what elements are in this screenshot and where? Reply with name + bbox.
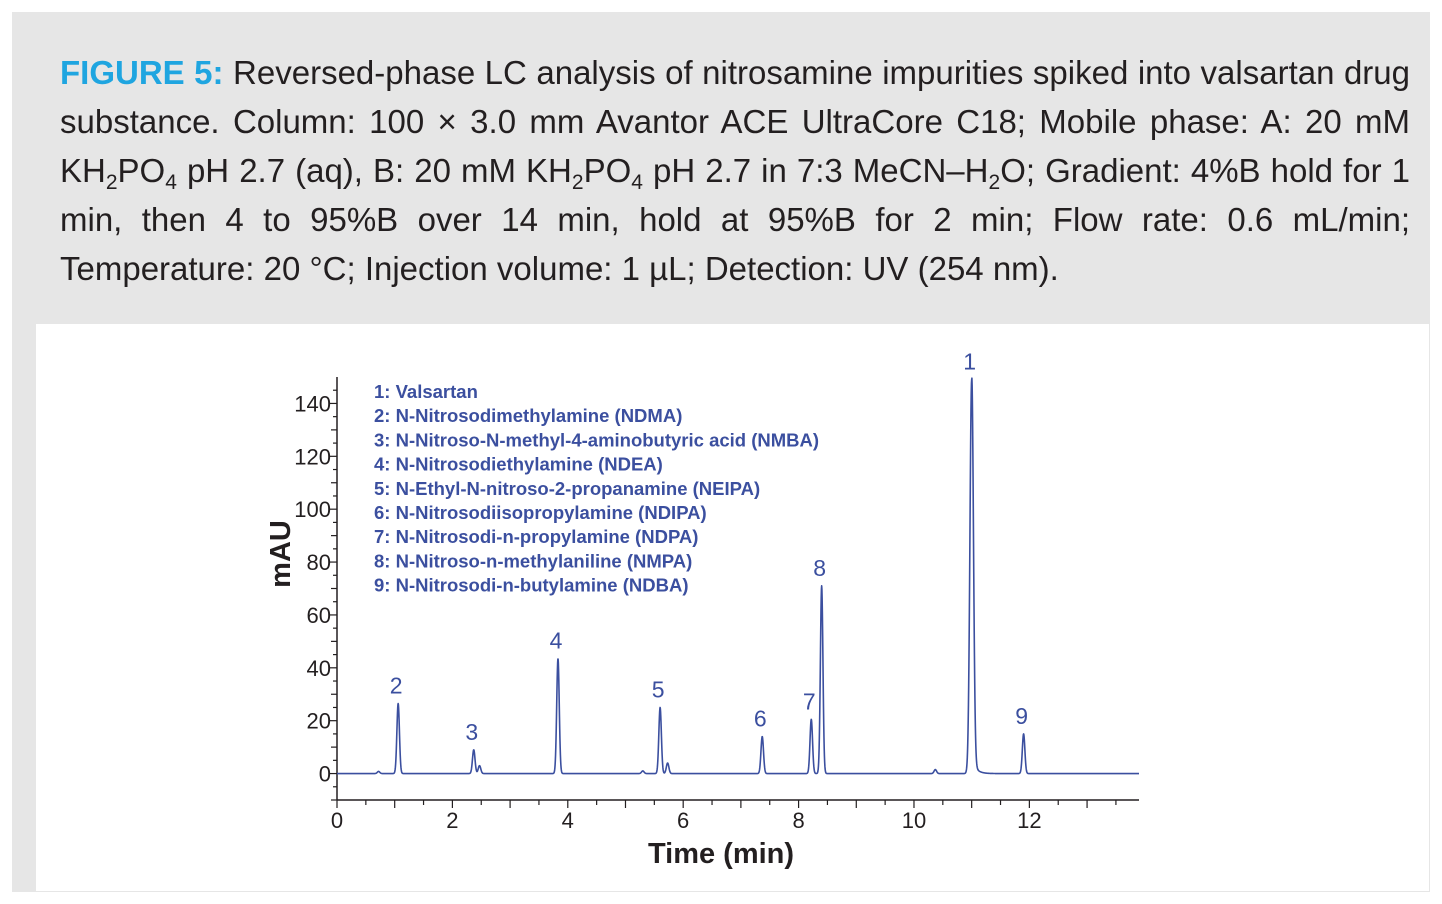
caption-text: pH 2.7 in 7:3 MeCN–H <box>642 152 989 189</box>
legend-entry: 1: Valsartan <box>374 381 478 402</box>
legend-entry: 5: N-Ethyl-N-nitroso-2-propanamine (NEIP… <box>374 478 760 499</box>
peak-label: 6 <box>754 706 767 732</box>
x-tick-label: 8 <box>792 808 804 833</box>
x-tick-label: 0 <box>331 808 343 833</box>
caption-subscript: 2 <box>105 171 118 194</box>
y-axis-ticks: 0 20 40 60 80 100 120 140 <box>294 389 337 801</box>
y-tick-label: 40 <box>307 656 331 681</box>
peak-label: 4 <box>550 628 563 654</box>
caption-subscript: 2 <box>571 171 584 194</box>
legend-entry: 9: N-Nitrosodi-n-butylamine (NDBA) <box>374 575 688 596</box>
peak-label: 5 <box>652 676 665 702</box>
peak-label: 2 <box>390 673 403 699</box>
legend-entry: 3: N-Nitroso-N-methyl-4-aminobutyric aci… <box>374 429 819 450</box>
caption-text: O; Gradient: 4%B hold for 1 min, then 4 … <box>60 152 1410 287</box>
figure-frame: FIGURE 5: Reversed-phase LC analysis of … <box>12 12 1430 892</box>
peak-label: 9 <box>1015 703 1028 729</box>
legend-entry: 7: N-Nitrosodi-n-propylamine (NDPA) <box>374 526 698 547</box>
caption-text: PO <box>117 152 166 189</box>
caption-text: pH 2.7 (aq), B: 20 mM KH <box>176 152 572 189</box>
figure-caption: FIGURE 5: Reversed-phase LC analysis of … <box>60 48 1410 293</box>
legend-entry: 2: N-Nitrosodimethylamine (NDMA) <box>374 405 682 426</box>
y-tick-label: 20 <box>307 709 331 734</box>
caption-subscript: 2 <box>988 171 1001 194</box>
peak-label: 7 <box>803 688 816 714</box>
y-tick-label: 100 <box>294 497 331 522</box>
peak-labels: 2 3 4 5 6 7 8 1 9 <box>390 349 1028 745</box>
x-tick-label: 6 <box>677 808 689 833</box>
y-axis-label: mAU <box>265 520 297 588</box>
caption-subscript: 4 <box>631 171 643 194</box>
x-axis-label: Time (min) <box>648 838 794 870</box>
peak-label: 1 <box>963 349 976 375</box>
y-tick-label: 140 <box>294 391 331 416</box>
x-tick-label: 12 <box>1017 808 1041 833</box>
y-tick-label: 0 <box>319 762 331 787</box>
peak-label: 3 <box>465 719 478 745</box>
chromatogram-chart: 0 2 4 6 8 10 12 0 20 40 60 80 100 120 140 2 3 4 5 6 7 8 1 9 1… <box>265 349 1140 870</box>
chromatogram-trace <box>336 377 1140 775</box>
y-tick-label: 120 <box>294 444 331 469</box>
y-tick-label: 60 <box>307 603 331 628</box>
legend-entry: 6: N-Nitrosodiisopropylamine (NDIPA) <box>374 502 707 523</box>
caption-text: Reversed-phase LC analysis of nitrosamin… <box>60 54 1410 189</box>
x-axis-ticks: 0 2 4 6 8 10 12 <box>331 800 1117 833</box>
caption-subscript: 4 <box>165 171 177 194</box>
legend-entry: 8: N-Nitroso-n-methylaniline (NMPA) <box>374 550 692 571</box>
legend: 1: Valsartan 2: N-Nitrosodimethylamine (N… <box>374 381 819 596</box>
x-tick-label: 4 <box>562 808 574 833</box>
y-tick-label: 80 <box>307 550 331 575</box>
x-tick-label: 2 <box>446 808 458 833</box>
caption-text: PO <box>583 152 632 189</box>
chart-panel: 0 2 4 6 8 10 12 0 20 40 60 80 100 120 140 2 3 4 5 6 7 8 1 9 1… <box>36 324 1429 891</box>
figure-label: FIGURE 5: <box>60 54 224 91</box>
legend-entry: 4: N-Nitrosodiethylamine (NDEA) <box>374 454 663 475</box>
x-tick-label: 10 <box>902 808 926 833</box>
peak-label: 8 <box>813 555 826 581</box>
